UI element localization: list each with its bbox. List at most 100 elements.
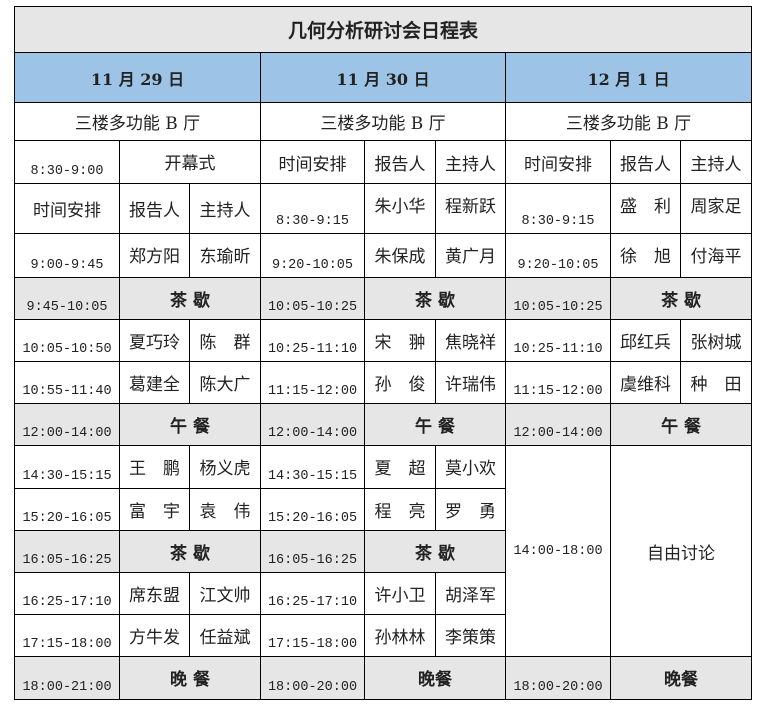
time-slot: 14:30-15:15 bbox=[260, 445, 365, 489]
break-label: 午 餐 bbox=[119, 403, 261, 446]
schedule-row: 10:05-10:50 夏巧玲陈 群 10:25-11:10 宋 翀焦晓祥 10:25-… bbox=[14, 319, 753, 362]
time-slot: 14:30-15:15 bbox=[14, 445, 120, 489]
schedule-row: 17:15-18:00 方牛发 任益斌 17:15-18:00 孙林林 李策策 bbox=[14, 614, 752, 657]
time-slot: 16:25-17:10 bbox=[260, 572, 365, 615]
speaker-name: 虞维科 bbox=[610, 361, 681, 404]
time-header: 时间安排 bbox=[14, 183, 120, 234]
day-venue: 三楼多功能 B 厅 bbox=[260, 102, 506, 141]
schedule-row: 8:30-9:00 开幕式 时间安排 报告人 主持人 时间安排 报告人 主持人 bbox=[14, 140, 753, 184]
break-label: 茶 歇 bbox=[364, 530, 506, 573]
time-slot: 8:30-9:15 bbox=[260, 183, 365, 234]
event-label: 开幕式 bbox=[119, 140, 261, 184]
host-name: 任益斌 bbox=[189, 614, 261, 657]
break-label: 午 餐 bbox=[364, 403, 506, 446]
time-slot: 16:05-16:25 bbox=[14, 530, 120, 573]
time-slot: 10:55-11:40 bbox=[14, 361, 120, 404]
host-name: 周家足 bbox=[679, 183, 753, 234]
time-header: 时间安排 bbox=[260, 140, 365, 184]
day-date: 11 月 30 日 bbox=[260, 52, 506, 103]
time-slot: 10:05-10:25 bbox=[505, 277, 611, 320]
host-name: 焦晓祥 bbox=[435, 319, 506, 362]
host-name: 许瑞伟 bbox=[435, 361, 506, 404]
schedule-row: 10:55-11:40 葛建全 陈大广 11:15-12:00 孙 俊许瑞伟 11:15-… bbox=[14, 361, 753, 404]
speaker-name: 富 宇 bbox=[119, 488, 190, 531]
host-name: 程新跃 bbox=[435, 183, 506, 234]
break-label: 午 餐 bbox=[609, 403, 753, 446]
day-venue: 三楼多功能 B 厅 bbox=[14, 102, 261, 141]
host-name: 莫小欢 bbox=[435, 445, 506, 489]
schedule-row: 18:00-21:00 晚 餐 18:00-20:00 晚餐 18:00-20:00 晚餐 bbox=[14, 656, 753, 700]
time-slot: 12:00-14:00 bbox=[505, 403, 611, 446]
speaker-name: 盛 利 bbox=[610, 183, 681, 234]
time-slot: 18:00-20:00 bbox=[505, 656, 611, 700]
time-slot: 9:00-9:45 bbox=[14, 233, 120, 278]
time-slot: 8:30-9:15 bbox=[505, 183, 611, 234]
time-slot: 10:25-11:10 bbox=[505, 319, 611, 362]
break-label: 晚 餐 bbox=[119, 656, 261, 700]
speaker-name: 孙 俊 bbox=[364, 361, 436, 404]
break-label: 茶 歇 bbox=[119, 277, 261, 320]
time-slot: 17:15-18:00 bbox=[260, 614, 365, 657]
time-slot: 10:05-10:25 bbox=[260, 277, 365, 320]
host-header: 主持人 bbox=[435, 140, 506, 184]
host-name: 罗 勇 bbox=[435, 488, 506, 531]
speaker-name: 许小卫 bbox=[364, 572, 436, 615]
speaker-name: 夏 超 bbox=[364, 445, 436, 489]
schedule-table: 几何分析研讨会日程表 11 月 29 日 11 月 30 日 12 月 1 日 … bbox=[13, 6, 753, 700]
time-slot: 12:00-14:00 bbox=[14, 403, 120, 446]
host-header: 主持人 bbox=[189, 183, 261, 234]
speaker-name: 孙林林 bbox=[364, 614, 436, 657]
speaker-name: 王 鹏 bbox=[119, 445, 190, 489]
speaker-name: 邱红兵 bbox=[610, 319, 681, 362]
host-name: 江文帅 bbox=[189, 572, 261, 615]
speaker-name: 朱保成 bbox=[364, 233, 436, 278]
time-slot: 11:15-12:00 bbox=[505, 361, 611, 404]
schedule-row: 时间安排 报告人 主持人 8:30-9:15 朱小华 程新跃 8:30-9:15 盛 利周家足 bbox=[14, 183, 753, 234]
time-slot: 10:05-10:50 bbox=[14, 319, 120, 362]
time-slot: 18:00-20:00 bbox=[260, 656, 365, 700]
speaker-name: 宋 翀 bbox=[364, 319, 436, 362]
schedule-row: 9:45-10:05 茶 歇 10:05-10:25 茶 歇 10:05-10:25 茶 … bbox=[14, 277, 753, 320]
host-name: 付海平 bbox=[679, 233, 753, 278]
time-header: 时间安排 bbox=[505, 140, 611, 184]
host-name: 种 田 bbox=[679, 361, 753, 404]
break-label: 晚餐 bbox=[364, 656, 506, 700]
time-slot: 15:20-16:05 bbox=[14, 488, 120, 531]
time-slot: 10:25-11:10 bbox=[260, 319, 365, 362]
host-name: 杨义虎 bbox=[189, 445, 261, 489]
time-slot: 15:20-16:05 bbox=[260, 488, 365, 531]
break-label: 茶 歇 bbox=[119, 530, 261, 573]
speaker-name: 方牛发 bbox=[119, 614, 190, 657]
host-name: 张树城 bbox=[679, 319, 753, 362]
speaker-name: 席东盟 bbox=[119, 572, 190, 615]
event-label: 自由讨论 bbox=[609, 445, 753, 657]
time-slot: 12:00-14:00 bbox=[260, 403, 365, 446]
speaker-name: 程 亮 bbox=[364, 488, 436, 531]
schedule-row: 16:05-16:25 茶 歇 16:05-16:25 茶 歇 bbox=[14, 530, 752, 573]
day-venue: 三楼多功能 B 厅 bbox=[504, 102, 753, 141]
time-slot: 14:00-18:00 bbox=[505, 445, 611, 657]
break-label: 晚餐 bbox=[609, 656, 753, 700]
schedule-row: 16:25-17:10 席东盟 江文帅 16:25-17:10 许小卫 胡泽军 bbox=[14, 572, 752, 615]
time-slot: 16:05-16:25 bbox=[260, 530, 365, 573]
time-slot: 18:00-21:00 bbox=[14, 656, 120, 700]
host-name: 李策策 bbox=[435, 614, 506, 657]
speaker-name: 郑方阳 bbox=[119, 233, 190, 278]
schedule-row: 9:00-9:45 郑方阳 东瑜昕 9:20-10:05 朱保成 黄广月 9:20-10:0… bbox=[14, 233, 753, 278]
time-slot: 8:30-9:00 bbox=[14, 140, 120, 184]
time-slot: 9:20-10:05 bbox=[260, 233, 365, 278]
speaker-name: 葛建全 bbox=[119, 361, 190, 404]
host-name: 陈 群 bbox=[189, 319, 261, 362]
break-label: 茶 歇 bbox=[364, 277, 506, 320]
time-slot: 9:20-10:05 bbox=[505, 233, 611, 278]
schedule-row: 15:20-16:05 富 宇袁 伟 15:20-16:05 程 亮罗 勇 bbox=[14, 488, 752, 531]
host-header: 主持人 bbox=[679, 140, 753, 184]
time-slot: 9:45-10:05 bbox=[14, 277, 120, 320]
time-slot: 17:15-18:00 bbox=[14, 614, 120, 657]
time-slot: 16:25-17:10 bbox=[14, 572, 120, 615]
time-slot: 11:15-12:00 bbox=[260, 361, 365, 404]
speaker-header: 报告人 bbox=[610, 140, 681, 184]
speaker-name: 徐 旭 bbox=[610, 233, 681, 278]
page-title: 几何分析研讨会日程表 bbox=[13, 6, 753, 53]
speaker-header: 报告人 bbox=[119, 183, 190, 234]
